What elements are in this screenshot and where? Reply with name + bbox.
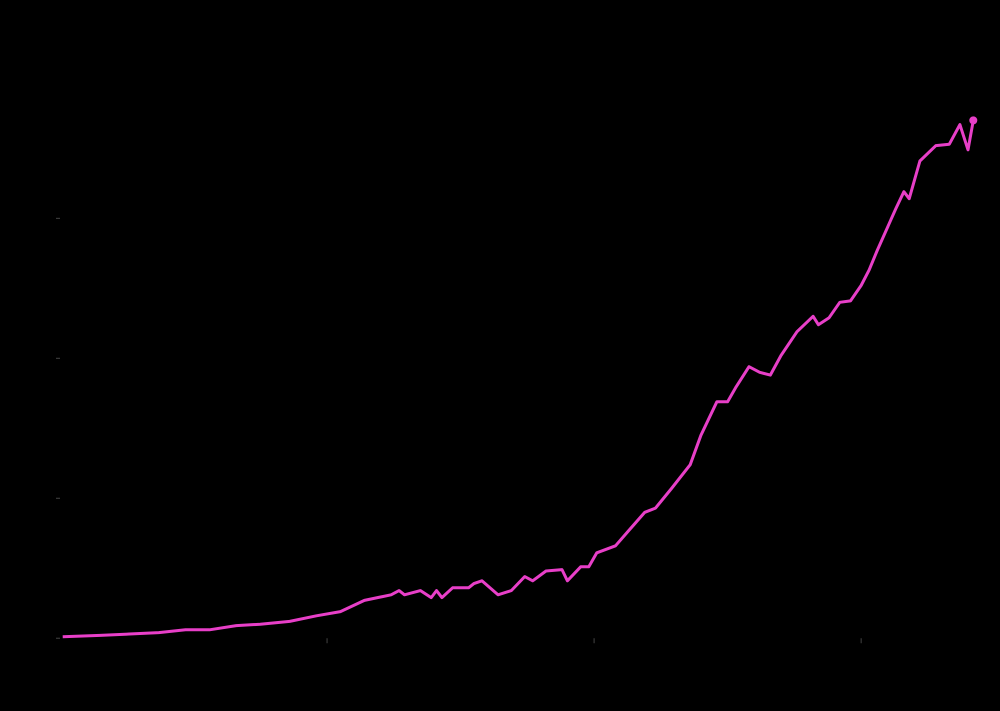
series-line xyxy=(62,120,975,639)
series-group xyxy=(62,116,978,639)
axis-ticks xyxy=(56,217,862,644)
end-point-marker xyxy=(969,116,978,125)
